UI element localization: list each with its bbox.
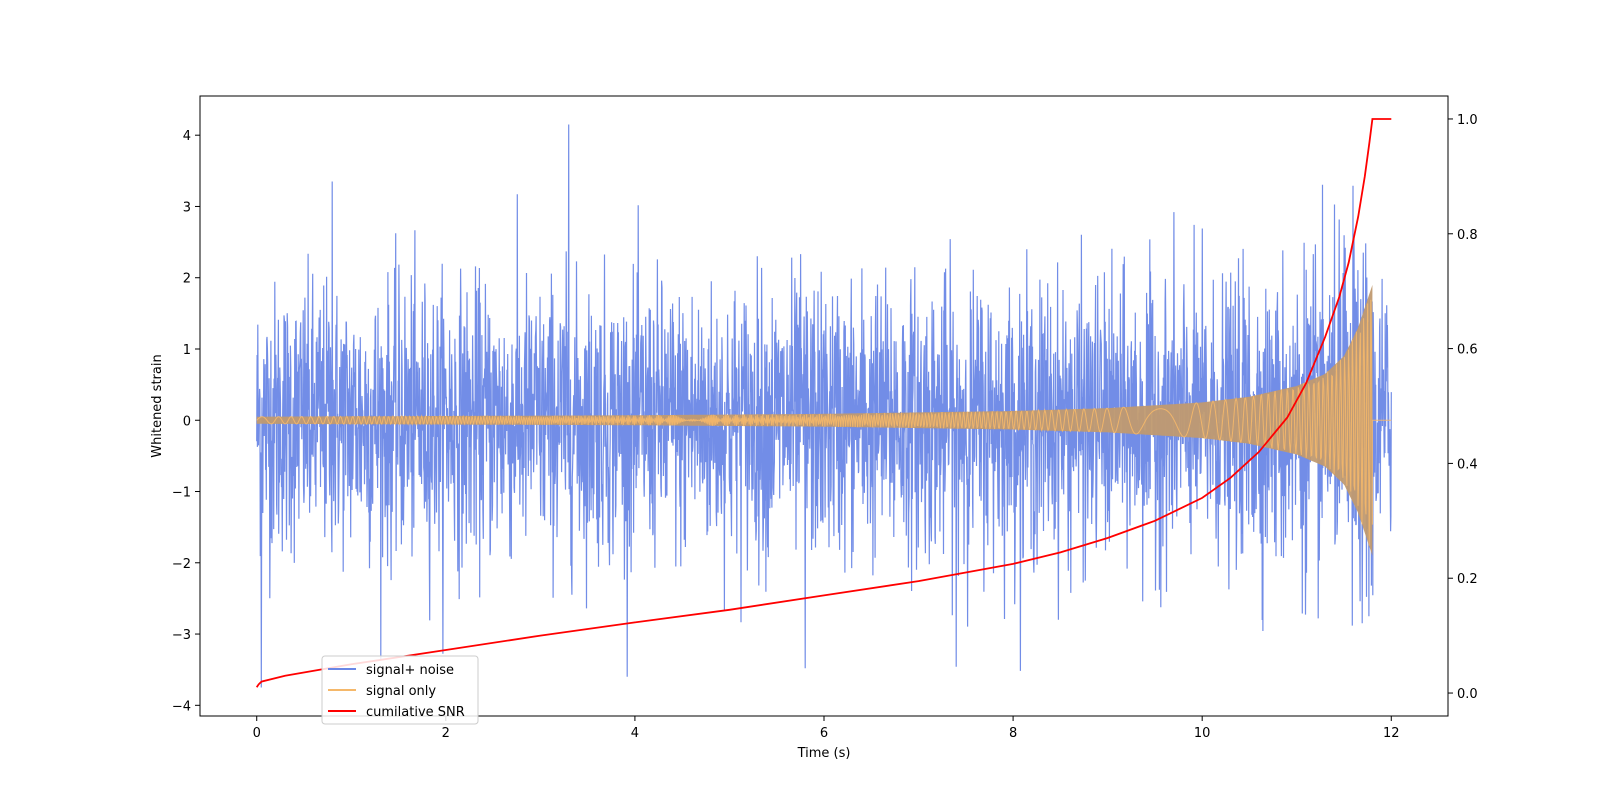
x-tick-label: 0 [253, 726, 261, 741]
y-tick-label: 1 [183, 343, 191, 358]
y-tick-label: −1 [172, 486, 191, 501]
series-signal-only-line [256, 299, 1392, 546]
y2-tick-label: 1.0 [1457, 113, 1478, 128]
x-tick-label: 8 [1009, 726, 1017, 741]
legend-label-cumulative-snr: cumilative SNR [366, 705, 465, 720]
y2-tick-label: 0.4 [1457, 457, 1478, 472]
x-tick-label: 4 [631, 726, 639, 741]
x-tick-label: 10 [1194, 726, 1211, 741]
y-tick-label: 4 [183, 129, 191, 144]
x-axis-label: Time (s) [797, 746, 851, 761]
legend: signal+ noise signal only cumilative SNR [321, 655, 479, 725]
y2-tick-label: 0.6 [1457, 343, 1478, 358]
x-tick-label: 2 [442, 726, 450, 741]
y-tick-label: −3 [172, 628, 191, 643]
legend-label-signal-noise: signal+ noise [366, 663, 454, 678]
y-tick-label: −2 [172, 557, 191, 572]
legend-label-signal-only: signal only [366, 684, 436, 699]
y-tick-label: 0 [183, 414, 191, 429]
y2-tick-label: 0.8 [1457, 228, 1478, 243]
y-tick-label: 3 [183, 200, 191, 215]
y2-tick-label: 0.0 [1457, 687, 1478, 702]
y-tick-label: 2 [183, 272, 191, 287]
x-tick-label: 6 [820, 726, 828, 741]
y-tick-label: −4 [172, 699, 191, 714]
x-tick-label: 12 [1383, 726, 1400, 741]
legend-box [321, 655, 479, 725]
y2-tick-label: 0.2 [1457, 572, 1478, 587]
plot-area [255, 118, 1392, 688]
series-signal-noise-line [256, 124, 1392, 688]
y-axis-label: Whitened strain [150, 354, 165, 457]
